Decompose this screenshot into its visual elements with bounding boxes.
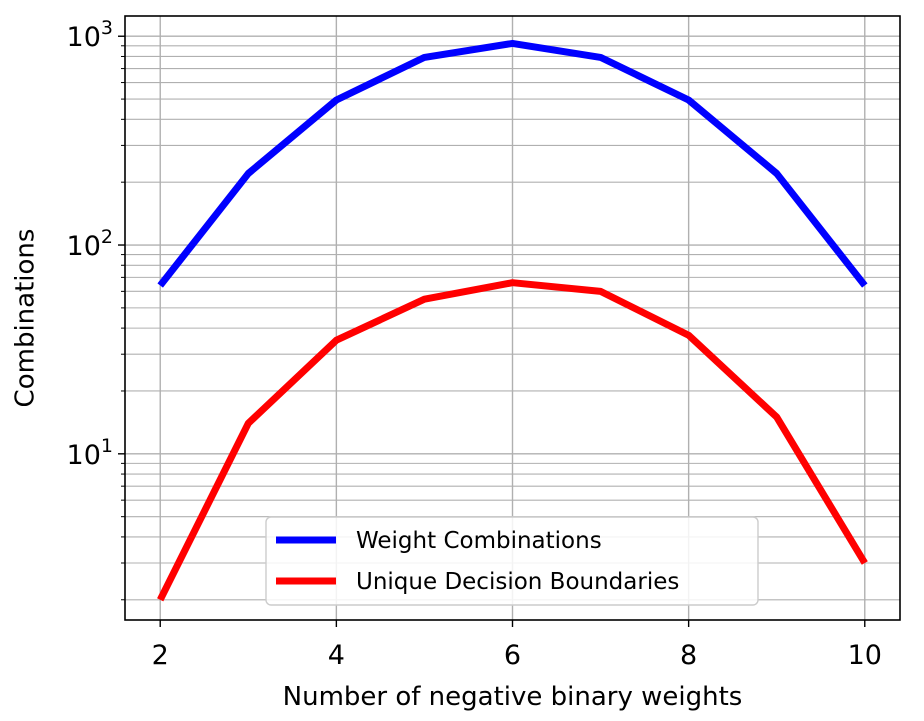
- ticks-layer: 2 4 6 8 10 101 102 103: [67, 17, 882, 671]
- legend: Weight Combinations Unique Decision Bound…: [265, 516, 759, 606]
- y-tick-label: 101: [67, 435, 113, 471]
- series-line-weight-combinations: [157, 39, 868, 288]
- x-tick-label: 10: [848, 640, 882, 671]
- major-gridlines: [125, 16, 900, 620]
- x-tick-label: 2: [152, 640, 169, 671]
- legend-label: Unique Decision Boundaries: [356, 569, 679, 595]
- legend-box: [265, 516, 759, 606]
- y-tick-label: 103: [67, 17, 113, 53]
- y-axis-label: Combinations: [11, 229, 41, 408]
- series-layer: [157, 39, 868, 602]
- legend-label: Weight Combinations: [356, 528, 602, 554]
- x-tick-label: 4: [328, 640, 345, 671]
- x-axis-label: Number of negative binary weights: [283, 682, 743, 712]
- series-line-unique-decision-boundaries: [157, 279, 868, 602]
- x-tick-label: 8: [680, 640, 697, 671]
- y-tick-label: 102: [67, 226, 113, 262]
- x-tick-label: 6: [504, 640, 521, 671]
